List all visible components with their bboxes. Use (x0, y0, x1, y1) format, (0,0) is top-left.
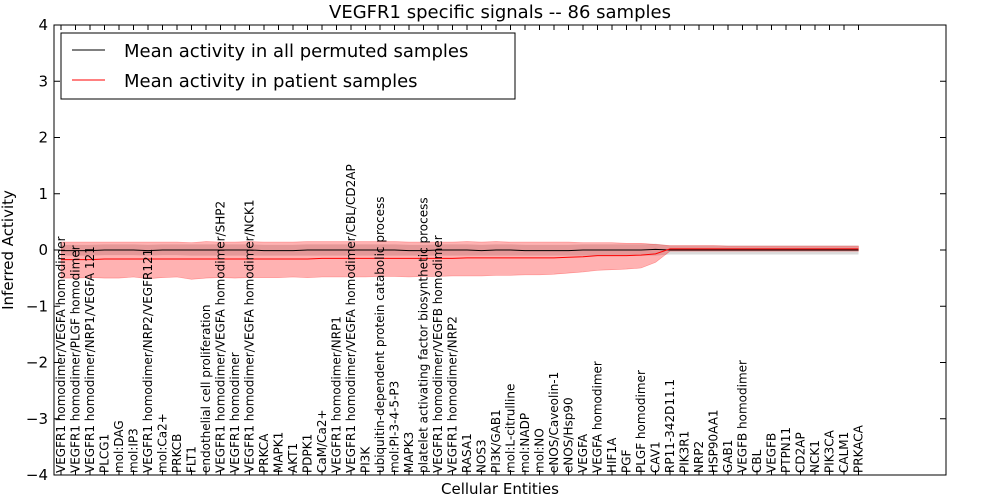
x-tick-label: PGF (620, 449, 634, 473)
y-tick-label: 2 (38, 129, 48, 147)
y-tick-label: 4 (38, 16, 48, 34)
permuted-mean-line (61, 248, 859, 252)
x-tick-label: eNOS/Caveolin-1 (547, 372, 561, 473)
x-tick-label: platelet activating factor biosynthetic … (417, 197, 431, 473)
y-tick-label: 0 (38, 241, 48, 259)
x-tick-label: VEGFR1 homodimer/VEGFA homodimer/SHP2 (214, 201, 228, 473)
x-tick-label: VEGFR1 homodimer/VEGFA homodimer/CBL/CD2… (344, 164, 358, 473)
x-tick-label: RP11-342D11.1 (663, 379, 677, 473)
x-tick-label: FLT1 (185, 446, 199, 473)
y-axis-label: Inferred Activity (0, 190, 17, 310)
x-tick-label: CALM1 (837, 432, 851, 473)
x-tick-label: ubiquitin-dependent protein catabolic pr… (373, 197, 387, 473)
x-tick-label: PRKCB (170, 434, 184, 473)
x-tick-label: mol:PI-3-4-5-P3 (388, 381, 402, 473)
patient-mean-line (61, 248, 859, 261)
y-tick-label: 1 (38, 185, 48, 203)
x-tick-label: VEGFB (765, 433, 779, 473)
x-tick-label: VEGFR1 homodimer/NRP2/VEGFR121 (141, 249, 155, 473)
x-tick-label: mol:DAG (112, 420, 126, 473)
x-tick-label: mol:NO (533, 428, 547, 473)
x-tick-label: PIK3CA (823, 429, 837, 473)
x-tick-label: PI3K/GAB1 (489, 409, 503, 473)
x-tick-label: MAPK1 (272, 432, 286, 473)
legend-label-permuted: Mean activity in all permuted samples (124, 41, 468, 62)
x-tick-label: MAPK3 (402, 432, 416, 473)
x-tick-label: PLGF homodimer (634, 370, 648, 473)
x-tick-label: CD2AP (794, 432, 808, 473)
x-tick-label: VEGFR1 homodimer/NRP1 (330, 316, 344, 473)
chart-title: VEGFR1 specific signals -- 86 samples (329, 2, 671, 23)
x-tick-label: NCK1 (808, 440, 822, 473)
x-tick-label: CBL (750, 449, 764, 473)
x-tick-label: VEGFA homodimer (591, 361, 605, 473)
confidence-bands (60, 241, 859, 280)
y-axis-ticks: −4 −3 −2 −1 0 1 2 3 4 (26, 16, 946, 484)
x-tick-label: AKT1 (286, 443, 300, 473)
x-tick-label: PRKCA (257, 433, 271, 473)
x-tick-label: VEGFR1 homodimer/VEGFB homodimer (431, 235, 445, 473)
legend: Mean activity in all permuted samples Me… (60, 32, 516, 100)
x-tick-label: mol:Ca2+ (156, 413, 170, 473)
y-tick-label: −2 (26, 354, 48, 372)
x-tick-label: PIK3R1 (678, 431, 692, 473)
x-tick-label: CAV1 (649, 441, 663, 473)
x-tick-label: VEGFB homodimer (736, 360, 750, 473)
x-tick-label: VEGFR1 homodimer/PLGF homodimer (69, 245, 83, 473)
x-tick-label: VEGFR1 homodimer/NRP2 (446, 316, 460, 473)
x-tick-label: VEGFA (576, 433, 590, 473)
x-tick-label: VEGFR1 homodimer/NRP1/VEGFA 121 (83, 246, 97, 473)
x-tick-labels: VEGFR1 homodimer/VEGFA homodimer VEGFR1 h… (54, 164, 866, 473)
x-tick-label: endothelial cell proliferation (199, 305, 213, 473)
x-tick-label: CaM/Ca2+ (315, 409, 329, 473)
x-tick-label: HSP90AA1 (707, 409, 721, 473)
x-tick-label: PRKACA (852, 424, 866, 473)
x-tick-label: RASA1 (460, 433, 474, 473)
x-tick-label: eNOS/Hsp90 (562, 397, 576, 473)
x-tick-label: PTPN11 (779, 427, 793, 473)
plot-frame (53, 24, 947, 476)
x-tick-label: GAB1 (721, 440, 735, 473)
x-tick-label: NRP2 (692, 441, 706, 473)
x-tick-label: VEGFR1 homodimer/VEGFA homodimer (54, 236, 68, 473)
x-tick-label: NOS3 (475, 439, 489, 473)
x-tick-label: PLCG1 (98, 434, 112, 473)
x-tick-label: mol:NADP (518, 413, 532, 473)
y-tick-label: −4 (26, 466, 48, 484)
y-tick-label: −1 (26, 297, 48, 315)
x-axis-ticks (60, 25, 859, 475)
x-tick-label: mol:L-citrulline (504, 384, 518, 473)
x-tick-label: mol:IP3 (127, 428, 141, 473)
series-lines (61, 248, 859, 261)
patient-band (60, 241, 859, 280)
legend-box (60, 32, 516, 100)
x-tick-label: VEGFR1 homodimer/VEGFA homodimer/NCK1 (243, 199, 257, 473)
y-tick-label: 3 (38, 72, 48, 90)
x-tick-label: HIF1A (605, 437, 619, 473)
x-tick-label: PI3K (359, 446, 373, 473)
x-tick-label: VEGFR1 homodimer (228, 352, 242, 473)
x-axis-label: Cellular Entities (441, 480, 559, 498)
legend-label-patient: Mean activity in patient samples (124, 71, 418, 92)
y-tick-label: −3 (26, 410, 48, 428)
x-tick-label: PDPK1 (301, 434, 315, 473)
